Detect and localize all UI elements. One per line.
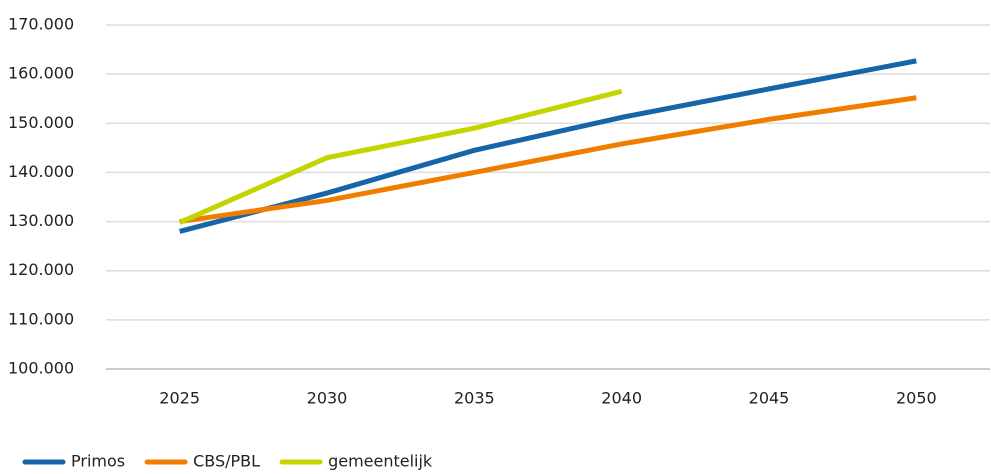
y-tick-label: 170.000 <box>8 15 74 34</box>
series-line <box>179 95 917 225</box>
x-tick-label: 2040 <box>601 389 642 408</box>
x-tick-label: 2035 <box>454 389 495 408</box>
x-tick-label: 2025 <box>159 389 200 408</box>
series-line <box>179 58 917 234</box>
x-tick-label: 2050 <box>896 389 937 408</box>
y-tick-label: 110.000 <box>8 309 74 328</box>
x-tick-label: 2030 <box>307 389 348 408</box>
y-tick-label: 130.000 <box>8 211 74 230</box>
legend-label: Primos <box>71 452 125 471</box>
legend-label: gemeentelijk <box>328 452 433 471</box>
y-tick-label: 120.000 <box>8 260 74 279</box>
y-tick-label: 150.000 <box>8 113 74 132</box>
series-line <box>178 88 623 225</box>
x-tick-label: 2045 <box>749 389 790 408</box>
legend-label: CBS/PBL <box>193 452 260 471</box>
y-tick-label: 100.000 <box>8 359 74 378</box>
y-tick-label: 160.000 <box>8 64 74 83</box>
y-tick-label: 140.000 <box>8 162 74 181</box>
